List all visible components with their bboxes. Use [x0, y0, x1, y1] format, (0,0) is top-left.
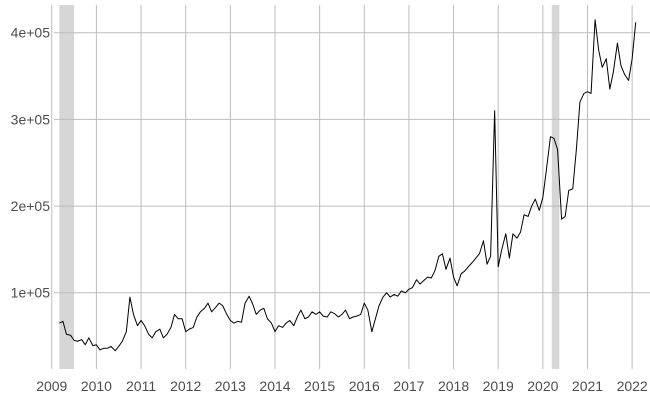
x-tick-label: 2015 — [304, 378, 335, 394]
x-tick-label: 2018 — [438, 378, 469, 394]
x-tick-label: 2020 — [527, 378, 558, 394]
x-tick-label: 2019 — [483, 378, 514, 394]
x-tick-label: 2017 — [393, 378, 424, 394]
y-axis-tick-labels: 1e+05 2e+05 3e+05 4e+05 — [11, 25, 51, 301]
y-tick-label: 4e+05 — [11, 25, 51, 41]
x-tick-label: 2010 — [81, 378, 112, 394]
y-tick-label: 1e+05 — [11, 285, 51, 301]
y-tick-label: 2e+05 — [11, 198, 51, 214]
x-tick-label: 2014 — [259, 378, 290, 394]
x-tick-label: 2021 — [572, 378, 603, 394]
y-tick-label: 3e+05 — [11, 111, 51, 127]
shaded-periods — [59, 5, 560, 369]
shaded-period-1 — [551, 5, 560, 369]
x-tick-label: 2011 — [126, 378, 156, 394]
x-tick-label: 2022 — [617, 378, 648, 394]
x-tick-label: 2009 — [36, 378, 67, 394]
x-tick-label: 2012 — [170, 378, 201, 394]
shaded-period-0 — [59, 5, 75, 369]
x-axis-tick-labels: 2009 2010 2011 2012 2013 2014 2015 2016 2017 2018… — [36, 378, 648, 394]
x-tick-label: 2013 — [215, 378, 246, 394]
gridlines — [51, 5, 650, 369]
series-line — [59, 19, 637, 352]
x-tick-label: 2016 — [349, 378, 380, 394]
